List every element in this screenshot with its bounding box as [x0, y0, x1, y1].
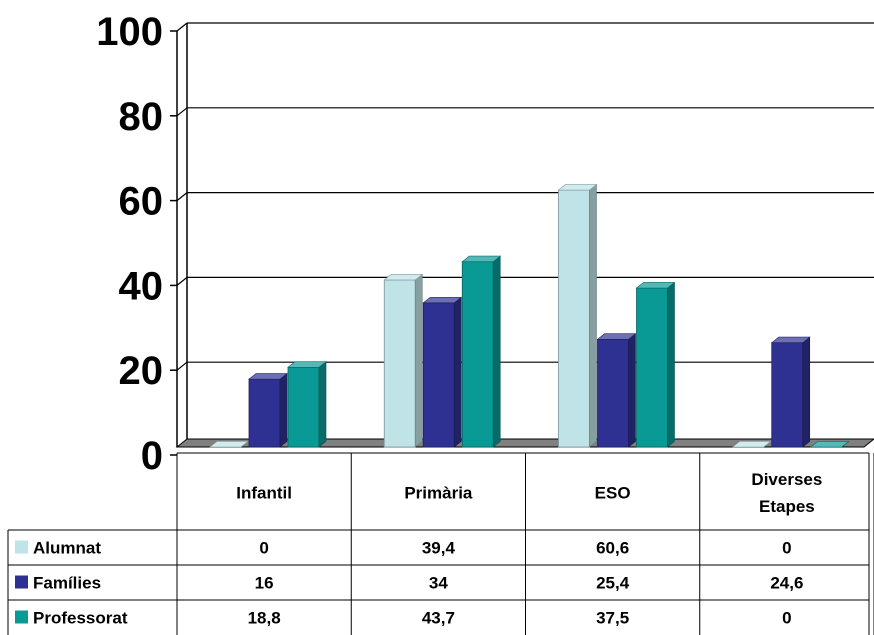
bar	[770, 336, 811, 448]
y-axis: 0 20 40 60 80 100	[96, 10, 178, 478]
legend-label: Professorat	[33, 609, 128, 628]
bar-side	[318, 361, 327, 448]
bar	[635, 281, 676, 448]
data-label: 39,4	[422, 539, 456, 558]
bar-top	[635, 282, 676, 289]
bar	[209, 441, 249, 448]
plot-area	[175, 22, 874, 448]
bar-top	[383, 274, 424, 281]
bar-top	[557, 184, 598, 191]
bar-side	[802, 336, 811, 448]
data-label: 37,5	[596, 609, 629, 628]
y-tick-label: 40	[119, 264, 164, 308]
bar-top	[596, 333, 637, 340]
bar-side	[667, 281, 675, 448]
bar-front	[558, 189, 590, 448]
gridline-side	[176, 22, 188, 32]
bar-front	[422, 302, 455, 448]
bar-side	[628, 333, 636, 448]
bar-top	[809, 441, 850, 448]
gridline-side	[176, 107, 188, 117]
bar	[422, 296, 463, 448]
data-label: 60,6	[596, 539, 629, 558]
legend-label: Famílies	[33, 574, 101, 593]
data-label: 25,4	[596, 574, 630, 593]
gridline-side	[176, 361, 188, 371]
bar-side	[453, 296, 462, 448]
legend-swatch	[15, 610, 28, 624]
bar-top	[287, 361, 327, 368]
data-label: 24,6	[770, 574, 803, 593]
bar	[596, 333, 637, 448]
bar-front	[771, 342, 804, 448]
legend-swatch	[15, 575, 28, 589]
data-label: 43,7	[422, 609, 455, 628]
bar-side	[279, 372, 288, 448]
bar	[461, 255, 502, 448]
gridline-side	[176, 276, 188, 286]
bar-front	[248, 378, 281, 448]
data-label: 0	[259, 539, 268, 558]
bar-front	[383, 279, 416, 448]
data-label: 18,8	[248, 609, 281, 628]
data-label: 0	[782, 539, 791, 558]
bar-top	[248, 373, 288, 380]
bars	[209, 183, 850, 448]
bar	[287, 361, 327, 448]
bar-top	[461, 255, 502, 263]
bar	[731, 441, 772, 448]
category-label: ESO	[595, 484, 631, 503]
bar-front	[636, 287, 668, 448]
bar	[809, 441, 850, 448]
data-label: 0	[782, 609, 791, 628]
bar	[557, 183, 598, 448]
bar-front	[597, 338, 629, 448]
bar-top	[422, 296, 463, 304]
category-label: Infantil	[236, 484, 292, 503]
y-tick-label: 0	[141, 434, 163, 478]
legend-label: Alumnat	[33, 539, 101, 558]
bar-side	[589, 183, 597, 448]
data-label: 34	[429, 574, 448, 593]
category-label: Diverses	[751, 470, 822, 489]
y-tick-label: 80	[119, 95, 164, 139]
bar	[248, 372, 288, 448]
legend-swatch	[15, 540, 28, 554]
category-label: Etapes	[759, 497, 815, 516]
data-label: 16	[255, 574, 274, 593]
bar-side	[492, 255, 501, 448]
gridline-side	[176, 192, 188, 202]
bar	[383, 273, 424, 448]
bar-side	[414, 273, 423, 448]
data-table: Infantil Primària ESO Diverses Etapes Alumnat…	[7, 452, 874, 635]
y-tick-label: 20	[119, 349, 164, 393]
bar-top	[209, 441, 249, 448]
y-tick-label: 100	[96, 10, 163, 54]
bar-top	[770, 336, 811, 343]
category-label: Primària	[404, 484, 473, 503]
bar-top	[731, 441, 772, 448]
bar-front	[287, 366, 320, 448]
bar-front	[461, 261, 494, 448]
y-tick-label: 60	[119, 180, 164, 224]
floor	[175, 438, 874, 448]
